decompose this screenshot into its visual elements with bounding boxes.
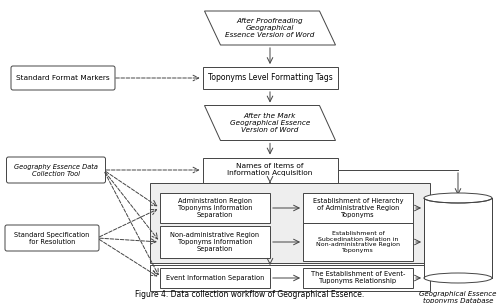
- Text: Establishment of
Subcedination Relation in
Non-administrative Region
Toponyms: Establishment of Subcedination Relation …: [316, 231, 400, 253]
- Bar: [303, 193, 413, 223]
- Text: Standard Format Markers: Standard Format Markers: [16, 75, 110, 81]
- Text: Administration Region
Toponyms Information
Separation: Administration Region Toponyms Informati…: [178, 198, 252, 218]
- FancyBboxPatch shape: [11, 66, 115, 90]
- Bar: [160, 268, 270, 288]
- Bar: [150, 183, 430, 263]
- Text: The Establishment of Event-
Tuponyms Relationship: The Establishment of Event- Tuponyms Rel…: [311, 271, 405, 285]
- Text: Geographical Essence
toponyms Database: Geographical Essence toponyms Database: [420, 291, 496, 303]
- Bar: [202, 67, 338, 89]
- Ellipse shape: [424, 273, 492, 283]
- Text: Names of Items of
Information Acquisition: Names of Items of Information Acquisitio…: [228, 164, 312, 177]
- Bar: [303, 223, 413, 261]
- Bar: [150, 265, 430, 291]
- Bar: [424, 198, 492, 278]
- Bar: [303, 268, 413, 288]
- Bar: [202, 158, 338, 182]
- Text: Non-administrative Region
Toponyms Information
Separation: Non-administrative Region Toponyms Infor…: [170, 232, 260, 252]
- FancyBboxPatch shape: [6, 157, 105, 183]
- Bar: [424, 198, 492, 278]
- FancyBboxPatch shape: [5, 225, 99, 251]
- Text: After the Mark
Geographical Essence
Version of Word: After the Mark Geographical Essence Vers…: [230, 113, 310, 133]
- Text: Event Information Separation: Event Information Separation: [166, 275, 264, 281]
- Polygon shape: [204, 11, 336, 45]
- Text: Establishment of Hierarchy
of Administrative Region
Toponyms: Establishment of Hierarchy of Administra…: [313, 198, 403, 218]
- Bar: [160, 193, 270, 223]
- Ellipse shape: [424, 193, 492, 203]
- Bar: [160, 226, 270, 258]
- Text: Figure 4. Data collection workflow of Geographical Essence.: Figure 4. Data collection workflow of Ge…: [136, 290, 364, 299]
- Text: Standard Specification
for Resolution: Standard Specification for Resolution: [14, 231, 90, 245]
- Text: Toponyms Level Formatting Tags: Toponyms Level Formatting Tags: [208, 74, 332, 82]
- Text: Geography Essence Data
Collection Tool: Geography Essence Data Collection Tool: [14, 163, 98, 177]
- Text: After Proofreading
Geographical
Essence Version of Word: After Proofreading Geographical Essence …: [226, 18, 314, 38]
- Polygon shape: [204, 105, 336, 141]
